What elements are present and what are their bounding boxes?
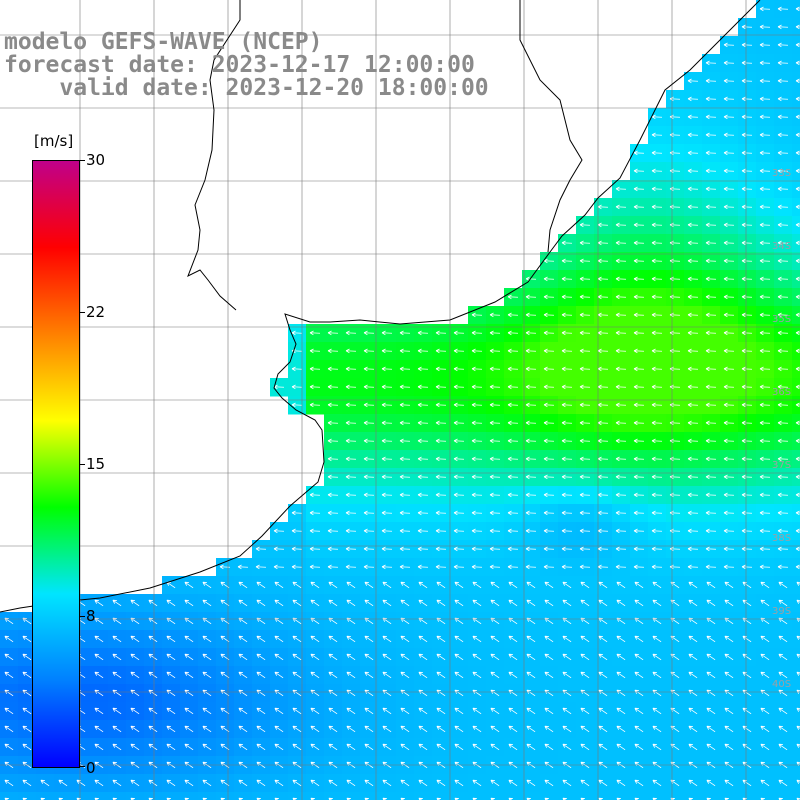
latitude-label: 39S xyxy=(772,606,792,617)
latitude-label: 36S xyxy=(772,387,792,398)
colorbar-tick-mark xyxy=(79,464,85,465)
colorbar-unit: [m/s] xyxy=(34,132,74,150)
latitude-label: 38S xyxy=(772,533,792,544)
colorbar xyxy=(32,160,80,768)
river-border xyxy=(187,0,241,311)
colorbar-tick-0: 0 xyxy=(86,759,96,777)
coastline xyxy=(0,0,761,613)
colorbar-tick-15: 15 xyxy=(86,455,106,473)
latitude-label: 33S xyxy=(772,168,792,179)
latitude-label: 37S xyxy=(772,460,792,471)
colorbar-gradient xyxy=(33,161,79,767)
colorbar-tick-30: 30 xyxy=(86,151,106,169)
forecast-date: forecast date: 2023-12-17 12:00:00 xyxy=(4,52,475,78)
colorbar-tick-mark xyxy=(79,766,85,767)
valid-date: valid date: 2023-12-20 18:00:00 xyxy=(4,75,489,101)
colorbar-tick-mark xyxy=(79,312,85,313)
latitude-label: 34S xyxy=(772,241,792,252)
colorbar-tick-8: 8 xyxy=(86,607,96,625)
model-title: modelo GEFS-WAVE (NCEP) xyxy=(4,29,323,55)
latitude-label: 35S xyxy=(772,314,792,325)
colorbar-tick-mark xyxy=(79,160,85,161)
country-border xyxy=(519,0,583,253)
latitude-label: 40S xyxy=(772,679,792,690)
colorbar-tick-mark xyxy=(79,616,85,617)
colorbar-tick-22: 22 xyxy=(86,303,106,321)
